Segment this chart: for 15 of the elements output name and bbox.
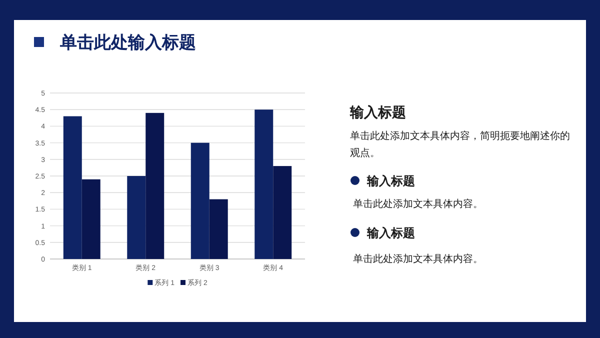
chart-title: 单击此处输入标题 (59, 33, 196, 52)
text: 输入标题 (366, 174, 415, 188)
bar (127, 176, 146, 259)
bar (82, 179, 100, 259)
text: 单击此处添加文本具体内容。 (353, 253, 483, 265)
text: 输入标题 (366, 226, 415, 240)
bar (63, 116, 82, 259)
text: 单击此处添加文本具体内容，简明扼要地阐述你的观点。 (350, 130, 570, 159)
text: 单击此处添加文本具体内容。 (353, 198, 483, 210)
text: 输入标题 (349, 104, 406, 120)
bar (209, 199, 228, 259)
bar (146, 112, 164, 259)
bar (190, 142, 210, 259)
bar (273, 166, 292, 259)
bar (254, 110, 274, 259)
